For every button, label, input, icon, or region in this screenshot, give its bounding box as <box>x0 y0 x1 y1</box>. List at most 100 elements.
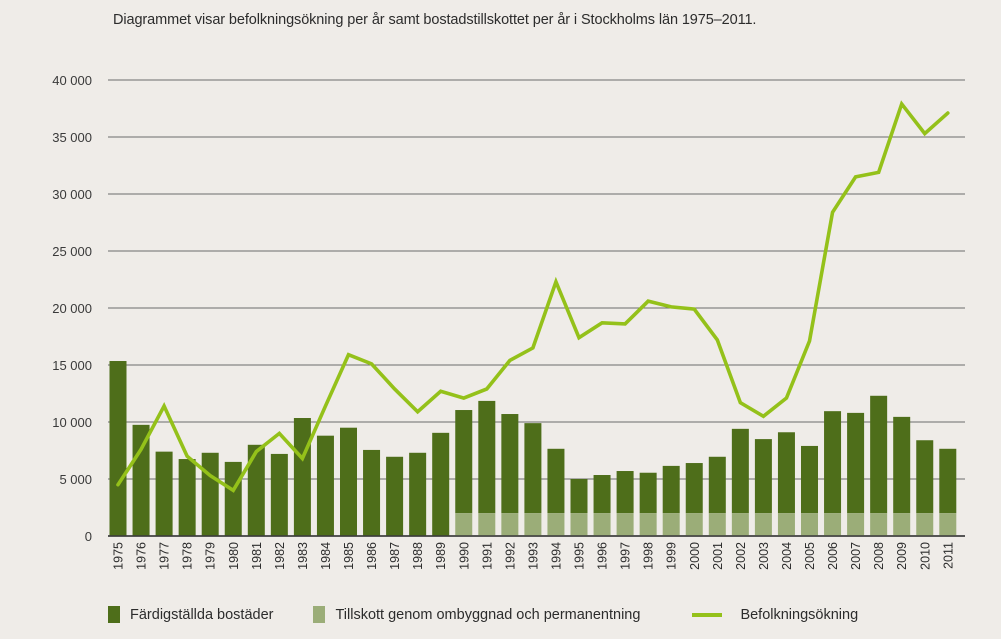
x-tick-label: 2005 <box>803 542 817 570</box>
bar-conversion <box>777 513 795 536</box>
y-tick-label: 10 000 <box>52 415 92 430</box>
bar-conversion <box>593 513 611 536</box>
y-tick-label: 40 000 <box>52 73 92 88</box>
bar-conversion <box>870 513 888 536</box>
x-tick-label: 2008 <box>872 542 886 570</box>
bar-completed <box>409 452 427 536</box>
bar-conversion <box>616 513 634 536</box>
y-tick-label: 25 000 <box>52 244 92 259</box>
x-tick-label: 1976 <box>135 542 149 570</box>
y-tick-label: 0 <box>85 529 92 544</box>
x-tick-label: 2002 <box>734 542 748 570</box>
bar-conversion <box>547 513 565 536</box>
x-tick-label: 2011 <box>941 542 955 569</box>
bar-conversion <box>478 513 496 536</box>
x-tick-label: 1977 <box>158 542 172 570</box>
legend-item-conversion: Tillskott genom ombyggnad och permanentn… <box>313 606 640 623</box>
legend-label-conversion: Tillskott genom ombyggnad och permanentn… <box>335 606 641 623</box>
x-tick-label: 1985 <box>342 542 356 570</box>
bar-completed <box>247 444 265 536</box>
bar-conversion <box>455 513 473 536</box>
bar-completed <box>316 435 334 536</box>
bar-completed <box>731 428 749 514</box>
bar-completed <box>363 449 381 536</box>
bar-completed <box>685 463 703 514</box>
x-tick-label: 2003 <box>757 542 771 570</box>
x-tick-label: 1986 <box>365 542 379 570</box>
legend-label-completed: Färdigställda bostäder <box>130 606 274 623</box>
bar-completed <box>639 472 657 514</box>
bar-completed <box>777 432 795 514</box>
legend-swatch-completed <box>108 606 120 623</box>
bar-completed <box>570 479 588 514</box>
x-tick-label: 1979 <box>204 542 218 570</box>
x-tick-label: 1978 <box>181 542 195 570</box>
bar-conversion <box>685 513 703 536</box>
bar-conversion <box>754 513 772 536</box>
x-tick-label: 2004 <box>780 542 794 570</box>
x-tick-label: 1980 <box>227 542 241 570</box>
chart-title: Diagrammet visar befolkningsökning per å… <box>113 12 757 28</box>
bar-completed <box>593 475 611 514</box>
x-tick-label: 2010 <box>918 542 932 570</box>
bar-conversion <box>939 513 957 536</box>
legend-swatch-conversion <box>313 606 326 623</box>
bar-completed <box>293 418 311 536</box>
bar-conversion <box>824 513 842 536</box>
bar-completed <box>109 361 127 536</box>
y-tick-label: 5 000 <box>59 472 92 487</box>
x-tick-label: 2009 <box>895 542 909 570</box>
x-tick-label: 1996 <box>596 542 610 570</box>
legend: Färdigställda bostäder Tillskott genom o… <box>108 606 898 623</box>
bar-completed <box>270 453 288 536</box>
y-tick-label: 20 000 <box>52 301 92 316</box>
bar-completed <box>340 427 357 536</box>
bar-completed <box>801 445 818 514</box>
x-tick-label: 1988 <box>411 542 425 570</box>
bar-completed <box>939 448 957 514</box>
bar-completed <box>708 456 726 514</box>
x-tick-label: 2001 <box>711 542 725 570</box>
bar-conversion <box>708 513 726 536</box>
x-tick-label: 1975 <box>112 542 126 570</box>
legend-item-population: Befolkningsökning <box>692 607 858 623</box>
x-tick-label: 1997 <box>619 542 633 570</box>
x-tick-label: 1992 <box>503 542 517 570</box>
bar-conversion <box>639 513 657 536</box>
x-tick-label: 1981 <box>250 542 264 570</box>
bar-conversion <box>847 513 865 536</box>
bar-completed <box>547 448 565 514</box>
bar-conversion <box>501 513 519 536</box>
bar-completed <box>178 459 196 536</box>
y-tick-label: 30 000 <box>52 187 92 202</box>
bar-conversion <box>524 513 542 536</box>
x-tick-label: 1993 <box>526 542 540 570</box>
x-tick-label: 1989 <box>434 542 448 570</box>
x-tick-label: 1994 <box>549 542 563 570</box>
bar-completed <box>847 412 865 514</box>
bar-completed <box>201 452 219 536</box>
bar-completed <box>870 395 888 514</box>
x-tick-label: 1995 <box>573 542 587 570</box>
x-tick-label: 1991 <box>480 542 494 570</box>
bar-completed <box>616 471 634 514</box>
bar-conversion <box>731 513 749 536</box>
bar-completed <box>455 410 473 514</box>
bar-completed <box>432 432 450 536</box>
x-tick-label: 2007 <box>849 542 863 570</box>
chart-plot-area: 0 5 000 10 000 15 000 20 000 25 000 30 000 35 0… <box>52 73 965 570</box>
x-tick-label: 1999 <box>665 542 679 570</box>
bar-completed <box>386 456 404 536</box>
bar-completed <box>224 461 242 536</box>
x-tick-label: 1983 <box>296 542 310 570</box>
bar-conversion <box>801 513 818 536</box>
bar-completed <box>155 451 173 536</box>
bar-completed <box>478 400 496 514</box>
x-tick-label: 1984 <box>319 542 333 570</box>
bar-completed <box>824 411 842 514</box>
bar-conversion <box>662 513 680 536</box>
bar-completed <box>501 414 519 514</box>
bar-completed <box>524 423 542 514</box>
legend-label-population: Befolkningsökning <box>740 606 859 623</box>
x-tick-label: 2006 <box>826 542 840 570</box>
